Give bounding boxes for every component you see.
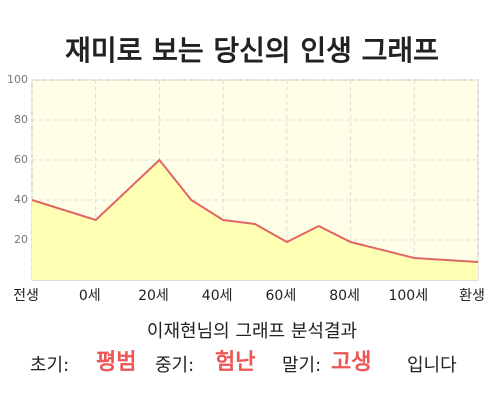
x-tick-label: 환생: [459, 288, 485, 304]
chart-title: 재미로 보는 당신의 인생 그래프: [65, 34, 439, 67]
x-tick-label: 전생: [13, 288, 39, 304]
summary-label: 말기:: [282, 355, 321, 376]
summary-ending: 입니다: [407, 355, 457, 376]
summary-label: 중기:: [155, 355, 194, 376]
x-tick-label: 100세: [388, 288, 428, 304]
x-tick-label: 80세: [329, 288, 360, 304]
y-tick-label: 100: [7, 73, 28, 86]
summary-heading: 이재현님의 그래프 분석결과: [147, 321, 357, 342]
summary-value: 험난: [215, 349, 255, 375]
y-tick-label: 60: [14, 153, 28, 166]
summary-value: 평범: [96, 350, 136, 375]
x-tick-label: 40세: [202, 288, 233, 304]
x-tick-label: 60세: [266, 288, 297, 304]
area-fill: [32, 160, 478, 280]
y-tick-label: 80: [14, 113, 28, 126]
summary-value: 고생: [331, 350, 371, 375]
y-tick-label: 40: [14, 193, 28, 206]
x-tick-label: 20세: [138, 288, 169, 304]
line: [31, 158, 479, 263]
x-tick-label: 0세: [79, 288, 101, 304]
y-tick-label: 20: [14, 233, 28, 246]
summary-label: 초기:: [30, 355, 69, 376]
